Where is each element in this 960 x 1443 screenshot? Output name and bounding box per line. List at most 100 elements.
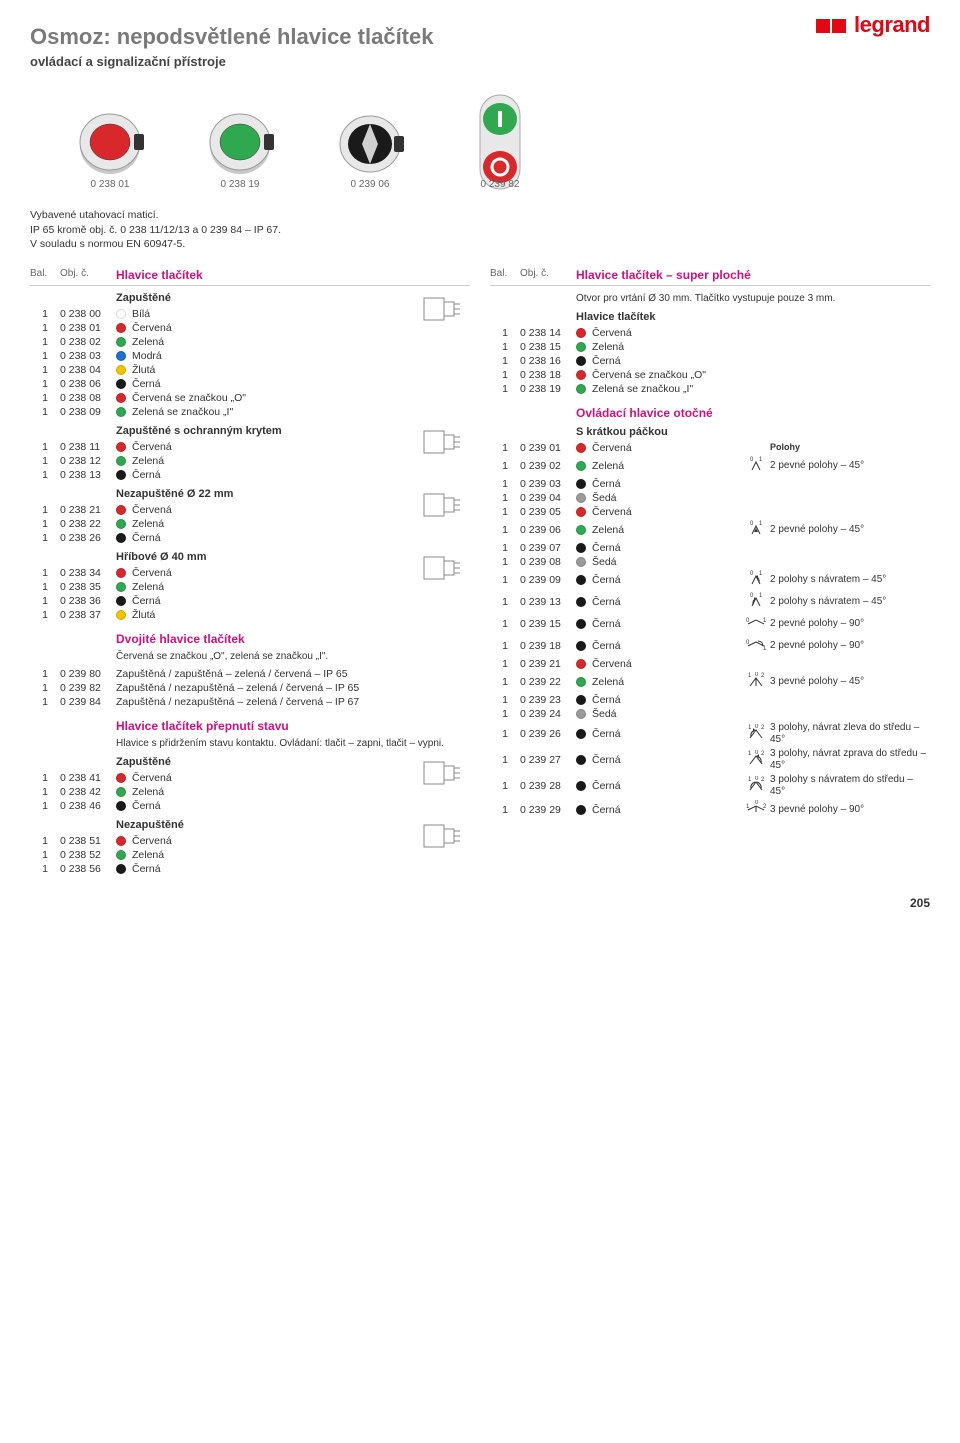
cell-desc: Zelená (116, 336, 420, 348)
cell-obj: 0 238 37 (60, 609, 116, 621)
table-row: 1 0 238 01 Červená (30, 321, 420, 335)
svg-text:2: 2 (761, 725, 765, 731)
svg-text:0: 0 (750, 593, 754, 599)
color-dot-icon (116, 323, 126, 333)
svg-text:0: 0 (755, 800, 759, 806)
svg-text:0: 0 (755, 776, 759, 782)
svg-text:1: 1 (759, 571, 763, 577)
cell-obj: 0 238 16 (520, 355, 576, 367)
color-dot-icon (116, 519, 126, 529)
table-row: 1 0 238 51 Červená (30, 834, 420, 848)
table-row: 1 0 238 42 Zelená (30, 785, 420, 799)
cell-desc: Červená (576, 442, 742, 454)
cell-obj: 0 238 11 (60, 441, 116, 453)
cell-bal: 1 (30, 800, 60, 812)
color-dot-icon (116, 864, 126, 874)
cell-desc: Modrá (116, 350, 420, 362)
cell-desc: Červená (116, 772, 370, 784)
subsection-heading: Zapuštěné (116, 756, 470, 768)
svg-text:0: 0 (750, 457, 754, 463)
cell-obj: 0 239 84 (60, 696, 116, 708)
color-dot-icon (576, 659, 586, 669)
color-dot-icon (116, 582, 126, 592)
color-dot-icon (576, 619, 586, 629)
left-column: Bal. Obj. č. Hlavice tlačítek Zapuštěné … (30, 268, 470, 876)
cell-desc: Zelená (116, 581, 370, 593)
col-bal: Bal. (30, 268, 60, 282)
cell-bal: 1 (490, 355, 520, 367)
cell-desc: Zapuštěná / nezapuštěná – zelená / červe… (116, 682, 420, 694)
color-dot-icon (576, 729, 586, 739)
cell-bal: 1 (30, 504, 60, 516)
cell-bal: 1 (490, 708, 520, 720)
svg-text:1: 1 (759, 593, 763, 599)
table-row: 1 0 238 19 Zelená se značkou „I" (490, 382, 930, 396)
color-dot-icon (116, 850, 126, 860)
cell-bal: 1 (30, 668, 60, 680)
table-row: 1 0 239 09 Černá 012 polohy s návratem –… (490, 569, 930, 591)
cell-desc: Černá (116, 863, 420, 875)
color-dot-icon (116, 379, 126, 389)
subsection-heading: Nezapuštěné (116, 819, 470, 831)
table-row: 1 0 238 36 Černá (30, 594, 470, 608)
table-row: 1 0 239 18 Černá 012 pevné polohy – 90° (490, 635, 930, 657)
svg-text:2: 2 (761, 673, 765, 679)
intro-text: Vybavené utahovací maticí. IP 65 kromě o… (30, 208, 930, 252)
cell-obj: 0 238 18 (520, 369, 576, 381)
cell-obj: 0 238 36 (60, 595, 116, 607)
subsection-heading: Nezapuštěné Ø 22 mm (116, 488, 470, 500)
cell-desc: Červená (116, 441, 370, 453)
table-row: 1 0 239 80 Zapuštěná / zapuštěná – zelen… (30, 667, 470, 681)
table-row: 1 0 238 34 Červená (30, 566, 420, 580)
cell-obj: 0 239 06 (520, 524, 576, 536)
color-dot-icon (116, 801, 126, 811)
color-dot-icon (116, 610, 126, 620)
cell-obj: 0 239 03 (520, 478, 576, 490)
table-row: 1 0 239 07 Černá (490, 541, 930, 555)
table-row: 1 0 238 16 Černá (490, 354, 930, 368)
page-title: Osmoz: nepodsvětlené hlavice tlačítek (30, 24, 930, 50)
color-dot-icon (116, 568, 126, 578)
cell-obj: 0 238 09 (60, 406, 116, 418)
position-desc: 2 pevné polohy – 45° (770, 524, 930, 536)
position-desc: Polohy (770, 442, 930, 454)
table-row: 1 0 238 37 Žlutá (30, 608, 470, 622)
color-dot-icon (576, 805, 586, 815)
page-subtitle: ovládací a signalizační přístroje (30, 54, 930, 69)
svg-text:0: 0 (750, 571, 754, 577)
product-thumb: 0 238 01 (70, 109, 150, 190)
table-row: 1 0 239 05 Červená (490, 505, 930, 519)
cell-obj: 0 238 15 (520, 341, 576, 353)
table-row: 1 0 239 06 Zelená 012 pevné polohy – 45° (490, 519, 930, 541)
color-dot-icon (576, 461, 586, 471)
cell-obj: 0 239 08 (520, 556, 576, 568)
position-symbol-icon: 102 (742, 724, 770, 744)
table-row: 1 0 239 08 Šedá (490, 555, 930, 569)
cell-desc: Zelená (116, 455, 370, 467)
cell-bal: 1 (30, 378, 60, 390)
svg-text:1: 1 (759, 457, 763, 463)
cell-desc: Zelená (116, 786, 370, 798)
color-dot-icon (576, 543, 586, 553)
cell-desc: Červená se značkou „O" (576, 369, 742, 381)
cell-bal: 1 (30, 532, 60, 544)
table-row: 1 0 239 02 Zelená 012 pevné polohy – 45° (490, 455, 930, 477)
cell-bal: 1 (30, 518, 60, 530)
table-row: 1 0 238 22 Zelená (30, 517, 420, 531)
cell-bal: 1 (490, 780, 520, 792)
cell-obj: 0 238 21 (60, 504, 116, 516)
cell-bal: 1 (490, 574, 520, 586)
cell-desc: Černá (576, 804, 742, 816)
color-dot-icon (116, 393, 126, 403)
color-dot-icon (576, 507, 586, 517)
svg-text:0: 0 (755, 724, 759, 730)
svg-text:1: 1 (763, 646, 767, 652)
svg-text:0: 0 (755, 672, 759, 678)
cell-desc: Šedá (576, 708, 742, 720)
cell-bal: 1 (30, 406, 60, 418)
cell-desc: Červená se značkou „O" (116, 392, 420, 404)
cell-obj: 0 238 03 (60, 350, 116, 362)
cell-obj: 0 239 05 (520, 506, 576, 518)
table-row: 1 0 239 15 Černá 012 pevné polohy – 90° (490, 613, 930, 635)
cell-desc: Červená (116, 322, 370, 334)
